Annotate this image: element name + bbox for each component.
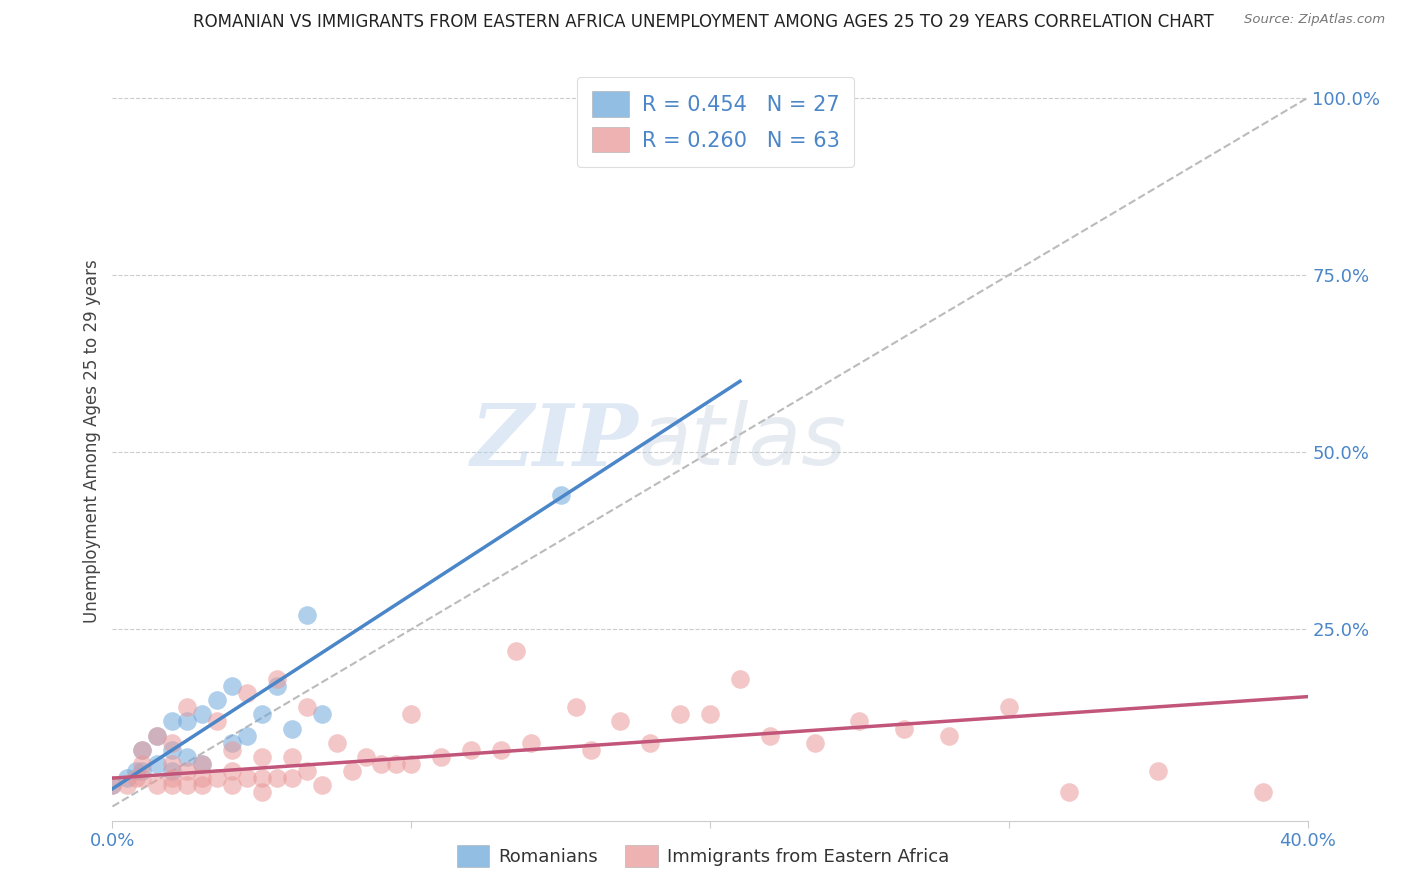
- Point: [1251, 785, 1274, 799]
- Text: Source: ZipAtlas.com: Source: ZipAtlas.com: [1244, 13, 1385, 27]
- Point: [699, 707, 721, 722]
- Point: [266, 771, 288, 785]
- Point: [520, 736, 543, 750]
- Point: [250, 785, 273, 799]
- Point: [579, 743, 602, 757]
- Point: [295, 608, 318, 623]
- Point: [176, 750, 198, 764]
- Point: [176, 778, 198, 792]
- Point: [938, 729, 960, 743]
- Point: [728, 126, 751, 140]
- Point: [162, 743, 183, 757]
- Point: [221, 778, 243, 792]
- Point: [266, 672, 288, 686]
- Point: [893, 722, 915, 736]
- Point: [325, 736, 347, 750]
- Point: [340, 764, 363, 778]
- Point: [162, 771, 183, 785]
- Point: [266, 679, 288, 693]
- Point: [401, 756, 423, 771]
- Point: [714, 126, 737, 140]
- Point: [640, 736, 662, 750]
- Point: [295, 700, 318, 714]
- Point: [221, 679, 243, 693]
- Point: [669, 707, 692, 722]
- Point: [1147, 764, 1170, 778]
- Point: [699, 126, 721, 140]
- Point: [311, 778, 333, 792]
- Point: [191, 778, 214, 792]
- Point: [146, 729, 169, 743]
- Point: [759, 729, 782, 743]
- Point: [401, 707, 423, 722]
- Point: [101, 778, 124, 792]
- Point: [191, 756, 214, 771]
- Point: [125, 771, 148, 785]
- Point: [117, 771, 139, 785]
- Point: [221, 743, 243, 757]
- Point: [131, 743, 153, 757]
- Legend: R = 0.454   N = 27, R = 0.260   N = 63: R = 0.454 N = 27, R = 0.260 N = 63: [576, 77, 853, 167]
- Point: [236, 729, 259, 743]
- Point: [131, 764, 153, 778]
- Point: [236, 771, 259, 785]
- Point: [356, 750, 378, 764]
- Point: [460, 743, 482, 757]
- Point: [205, 771, 228, 785]
- Y-axis label: Unemployment Among Ages 25 to 29 years: Unemployment Among Ages 25 to 29 years: [83, 260, 101, 624]
- Point: [1057, 785, 1080, 799]
- Point: [221, 764, 243, 778]
- Point: [236, 686, 259, 700]
- Point: [162, 714, 183, 729]
- Legend: Romanians, Immigrants from Eastern Africa: Romanians, Immigrants from Eastern Afric…: [450, 838, 956, 874]
- Point: [146, 778, 169, 792]
- Point: [176, 714, 198, 729]
- Text: ROMANIAN VS IMMIGRANTS FROM EASTERN AFRICA UNEMPLOYMENT AMONG AGES 25 TO 29 YEAR: ROMANIAN VS IMMIGRANTS FROM EASTERN AFRI…: [193, 13, 1213, 31]
- Point: [250, 750, 273, 764]
- Point: [131, 756, 153, 771]
- Point: [295, 764, 318, 778]
- Point: [205, 693, 228, 707]
- Point: [281, 771, 304, 785]
- Point: [489, 743, 512, 757]
- Point: [162, 756, 183, 771]
- Text: ZIP: ZIP: [471, 400, 638, 483]
- Point: [162, 778, 183, 792]
- Point: [550, 488, 572, 502]
- Point: [191, 756, 214, 771]
- Text: atlas: atlas: [638, 400, 846, 483]
- Point: [176, 700, 198, 714]
- Point: [728, 672, 751, 686]
- Point: [125, 764, 148, 778]
- Point: [205, 714, 228, 729]
- Point: [131, 743, 153, 757]
- Point: [101, 778, 124, 792]
- Point: [146, 729, 169, 743]
- Point: [162, 764, 183, 778]
- Point: [311, 707, 333, 722]
- Point: [848, 714, 870, 729]
- Point: [385, 756, 408, 771]
- Point: [221, 736, 243, 750]
- Point: [505, 643, 527, 657]
- Point: [370, 756, 392, 771]
- Point: [176, 764, 198, 778]
- Point: [281, 750, 304, 764]
- Point: [117, 778, 139, 792]
- Point: [609, 714, 631, 729]
- Point: [146, 756, 169, 771]
- Point: [131, 771, 153, 785]
- Point: [191, 771, 214, 785]
- Point: [281, 722, 304, 736]
- Point: [998, 700, 1021, 714]
- Point: [430, 750, 453, 764]
- Point: [191, 707, 214, 722]
- Point: [803, 736, 825, 750]
- Point: [162, 736, 183, 750]
- Point: [250, 707, 273, 722]
- Point: [564, 700, 586, 714]
- Point: [250, 771, 273, 785]
